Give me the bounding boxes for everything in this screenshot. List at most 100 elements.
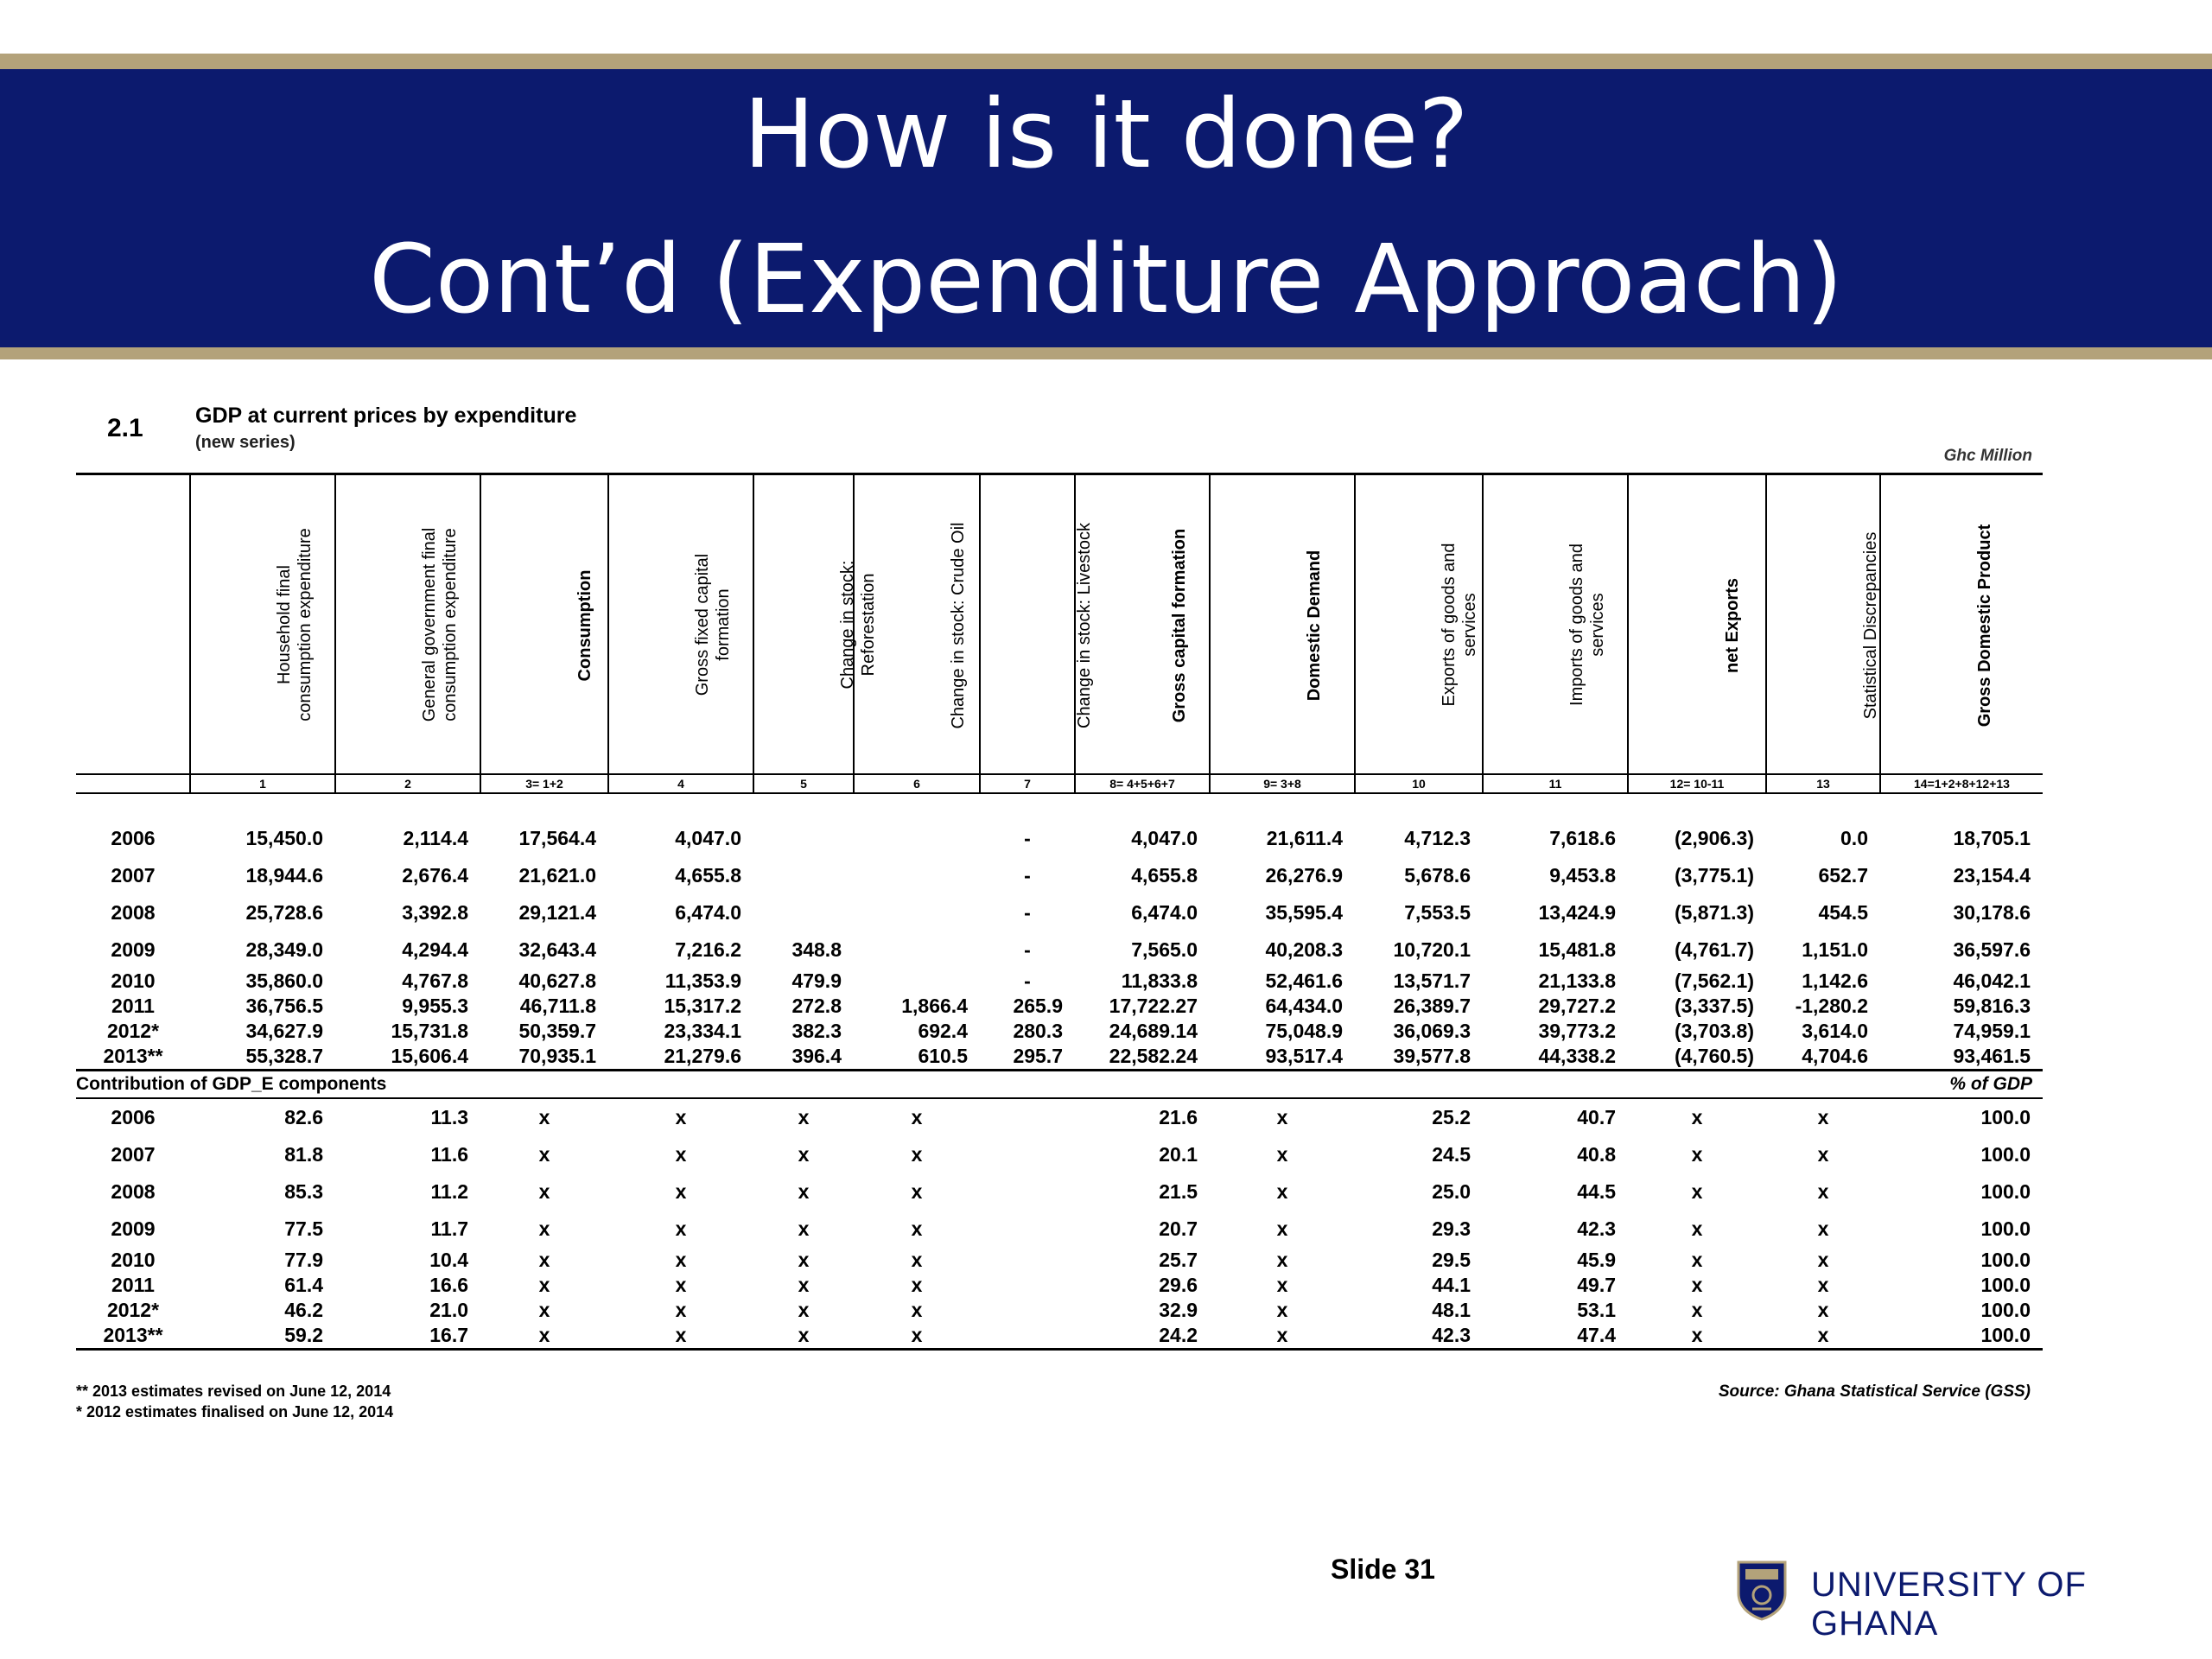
table-row: 2012* 34,627.9 15,731.8 50,359.7 23,334.1 382…: [76, 1019, 2043, 1044]
value-cell: 1,142.6: [1802, 969, 1868, 992]
value-cell: 20.7: [1159, 1217, 1198, 1240]
value-cell: x: [1276, 1249, 1288, 1271]
value-cell: 652.7: [1818, 864, 1868, 887]
value-cell: 52,461.6: [1265, 969, 1343, 992]
table-footnotes: ** 2013 estimates revised on June 12, 20…: [76, 1381, 393, 1423]
value-cell: 9,453.8: [1549, 864, 1616, 887]
code-cell: 4: [607, 773, 753, 794]
value-cell: 36,597.6: [1953, 938, 2031, 961]
code-cell: 1: [189, 773, 335, 794]
banner-bottom-rule: [0, 347, 2212, 359]
value-cell: x: [675, 1180, 687, 1203]
value-cell: 40.7: [1577, 1106, 1616, 1128]
value-cell: [854, 931, 980, 969]
value-cell: 0.0: [1840, 827, 1868, 849]
value-cell: 100.0: [1980, 1299, 2031, 1321]
value-cell: x: [1210, 1323, 1355, 1351]
value-cell: [854, 857, 980, 894]
code-cell: 9= 3+8: [1209, 773, 1355, 794]
col-header: net Exports: [1627, 474, 1766, 774]
value-cell: 93,517.4: [1265, 1045, 1343, 1067]
value-cell: 64,434.0: [1265, 995, 1343, 1017]
value-cell: [980, 1323, 1075, 1351]
table-row: 2007 18,944.6 2,676.4 21,621.0 4,655.8 - 4,655…: [76, 857, 2043, 894]
code-cell: 13: [1765, 773, 1880, 794]
value-cell: 21.6: [1159, 1106, 1198, 1128]
value-cell: 42.3: [1577, 1217, 1616, 1240]
value-cell: 35,860.0: [245, 969, 323, 992]
value-cell: 21,133.8: [1538, 969, 1616, 992]
value-cell: [980, 1273, 1075, 1298]
value-cell: 48.1: [1432, 1299, 1471, 1321]
year-cell: 2010: [111, 1249, 156, 1271]
value-cell: 53.1: [1577, 1299, 1616, 1321]
value-cell: 11.6: [430, 1143, 469, 1166]
value-cell: [753, 857, 854, 894]
value-cell: 55,328.7: [245, 1045, 323, 1067]
value-cell: -: [1024, 901, 1031, 924]
value-cell: 100.0: [1980, 1274, 2031, 1296]
value-cell: 100.0: [1980, 1217, 2031, 1240]
value-cell: 100.0: [1980, 1143, 2031, 1166]
year-cell: 2010: [111, 969, 156, 992]
value-cell: 610.5: [918, 1045, 968, 1067]
value-cell: x: [798, 1143, 810, 1166]
value-cell: x: [798, 1274, 810, 1296]
col-header: Gross capital formation: [1074, 474, 1210, 774]
col-header: Change in stock: Livestock: [979, 474, 1094, 774]
value-cell: [980, 1211, 1075, 1248]
value-cell: 2,114.4: [403, 827, 468, 849]
value-cell: 21,611.4: [1266, 827, 1343, 849]
code-cell: 6: [853, 773, 980, 794]
value-cell: 82.6: [284, 1106, 323, 1128]
value-cell: 40.8: [1577, 1143, 1616, 1166]
value-cell: 24.2: [1075, 1323, 1210, 1351]
value-cell: 35,595.4: [1265, 901, 1343, 924]
value-cell: x: [675, 1217, 687, 1240]
value-cell: 454.5: [1818, 901, 1868, 924]
value-cell: -1,280.2: [1795, 995, 1868, 1017]
value-cell: 10.4: [429, 1249, 468, 1271]
footnote-2013: ** 2013 estimates revised on June 12, 20…: [76, 1382, 391, 1400]
value-cell: x: [1276, 1217, 1288, 1240]
column-codes-row: 1 2 3= 1+2 4 5 6 7 8= 4+5+6+7 9= 3+8 10 …: [76, 773, 2043, 794]
col-header: Change in stock: Crude Oil: [853, 474, 980, 774]
value-cell: 28,349.0: [245, 938, 323, 961]
table-row: 2009 77.5 11.7 x x x x 20.7 x 29.3 42.3 x x 100.0: [76, 1211, 2043, 1248]
value-cell: 15,606.4: [391, 1045, 468, 1067]
table-row: 2008 85.3 11.2 x x x x 21.5 x 25.0 44.5 x x 100.0: [76, 1173, 2043, 1211]
year-cell: 2009: [111, 1217, 156, 1240]
value-cell: x: [1691, 1249, 1703, 1271]
value-cell: x: [911, 1180, 923, 1203]
col-header: General government final consumption exp…: [334, 474, 480, 774]
value-cell: 4,655.8: [675, 864, 741, 887]
value-cell: (4,761.7): [1674, 938, 1754, 961]
col-header: Change in stock: Reforestation: [753, 474, 878, 774]
code-cell: 11: [1482, 773, 1628, 794]
value-cell: x: [753, 1323, 854, 1351]
code-cell: 5: [753, 773, 854, 794]
value-cell: 4,047.0: [675, 827, 741, 849]
value-cell: 15,731.8: [391, 1020, 468, 1042]
value-cell: 5,678.6: [1404, 864, 1471, 887]
value-cell: x: [1691, 1299, 1703, 1321]
value-cell: 1,866.4: [901, 995, 968, 1017]
value-cell: 59,816.3: [1953, 995, 2031, 1017]
value-cell: 30,178.6: [1953, 901, 2031, 924]
value-cell: [753, 820, 854, 857]
col-header: Domestic Demand: [1209, 474, 1355, 774]
year-cell: 2012*: [106, 1020, 160, 1042]
value-cell: 6,474.0: [1131, 901, 1198, 924]
value-cell: x: [911, 1143, 923, 1166]
table-row: 2012* 46.2 21.0 x x x x 32.9 x 48.1 53.1 x x 100.0: [76, 1298, 2043, 1323]
value-cell: x: [798, 1217, 810, 1240]
year-cell: 2008: [111, 901, 156, 924]
value-cell: 44.1: [1432, 1274, 1471, 1296]
gdp-table: Household final consumption expenditure …: [76, 473, 2043, 1351]
table-row: 2010 35,860.0 4,767.8 40,627.8 11,353.9 479.9…: [76, 969, 2043, 994]
code-cell: [76, 773, 190, 794]
value-cell: 13,571.7: [1393, 969, 1471, 992]
code-cell: 14=1+2+8+12+13: [1879, 773, 2043, 794]
value-cell: 39,773.2: [1538, 1020, 1616, 1042]
contribution-section-header: Contribution of GDP_E components % of GD…: [76, 1069, 2043, 1099]
